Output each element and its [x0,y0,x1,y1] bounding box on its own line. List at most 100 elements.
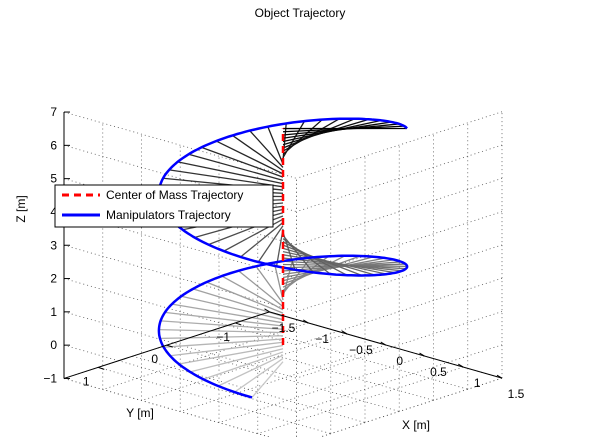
z-tick-label: −1 [43,371,57,385]
connector-line [181,295,284,321]
z-axis-label: Z [m] [14,195,28,222]
z-tick-label: 2 [50,272,57,286]
legend-label-com: Center of Mass Trajectory [106,188,243,202]
connector-line [251,361,284,398]
grid-line-wall-z [63,111,297,179]
connector-line [169,169,284,188]
x-axis-label: X [m] [402,418,430,432]
x-tick-mark [380,341,387,346]
grid-line-side-z [296,111,503,179]
grid-lines [63,111,503,437]
grid-line-side-z [319,377,503,437]
connector-line [206,281,284,314]
grid-line-side-z [296,277,503,346]
legend: Center of Mass Trajectory Manipulators T… [54,184,274,228]
y-axis-label: Y [m] [126,406,154,420]
grid-line-wall-z [63,278,297,346]
grid-line-floor-y [200,333,434,401]
chart-title: Object Trajectory [255,6,346,20]
connector-line [163,338,284,348]
connector-line [215,140,284,175]
connector-line [267,126,284,165]
connector-line [221,275,284,311]
z-tick-label: 7 [50,105,57,119]
connector-line [177,161,284,185]
connector-line [203,351,284,380]
legend-label-manipulators: Manipulators Trajectory [106,208,231,222]
connector-line [282,234,314,273]
grid-line-floor-y [132,355,366,423]
connector-line [255,265,284,304]
grid-line-floor-x [218,355,425,424]
grid-line-floor-x [257,366,464,435]
grid-line-wall-z [63,344,297,412]
z-tick-label: 4 [50,205,57,219]
x-tick-mark [264,308,270,313]
x-tick-label: 1 [474,376,481,390]
connector-line [201,146,284,178]
y-tick-mark [166,344,173,348]
connector-line [188,153,284,181]
connector-line [164,311,284,327]
connector-line [238,270,284,308]
axis-lines [63,111,503,379]
connector-line [282,247,376,276]
connector-line [158,328,284,334]
connector-line [170,341,284,357]
connector-line [273,262,284,301]
connector-line [234,357,284,393]
connector-line [159,335,284,340]
grid-line-side-z [296,311,503,379]
grid-line-wall-z [63,144,297,213]
manipulators-trajectory [157,117,409,399]
x-tick-label: 1.5 [508,387,525,401]
grid-line-side-z [296,344,503,412]
connector-line [171,303,284,324]
x-tick-mark [457,363,464,368]
back-wall-yz [296,111,502,437]
x-tick-label: −0.5 [349,343,373,357]
grid-line-wall-z [63,311,297,379]
connector-line [217,354,284,387]
z-tick-label: 0 [50,338,57,352]
x-tick-mark [302,319,309,324]
manipulators-trajectory-line [157,117,409,399]
grid-line-wall-z [63,378,271,437]
connector-line [232,134,284,172]
grid-line-side-z [296,244,503,312]
z-tick-label: 6 [50,138,57,152]
connector-line [282,244,363,277]
z-tick-label: 1 [50,305,57,319]
connector-line [192,288,284,317]
grid-line-floor-y [98,366,331,435]
y-tick-label: 1 [83,374,90,388]
y-tick-mark [98,366,105,370]
y-tick-label: 0 [151,352,158,366]
legend-box [54,184,274,228]
x-tick-mark [341,330,348,335]
grid-line-wall-z [63,244,297,312]
connector-line [249,130,284,168]
grid-line-floor-y [235,322,468,390]
x-tick-label: −1.5 [272,321,296,335]
x-tick-label: 0.5 [430,365,447,379]
connector-line [257,225,284,263]
connector-line [282,231,296,270]
z-tick-label: 5 [50,172,57,186]
x-tick-label: −1 [315,332,329,346]
tick-labels: −1 0 1 2 3 4 5 6 7 −1 0 1 −1.5 −1 −0.5 0 0.5 1 1.5 [43,105,524,401]
z-tick-label: 3 [50,238,57,252]
grid-line-floor-y [166,344,400,412]
connector-line [282,241,348,276]
y-tick-mark [235,322,242,326]
y-tick-label: −1 [216,330,230,344]
grid-line-side-z [296,144,503,213]
connector-line [240,221,284,258]
x-tick-mark [419,352,425,357]
connector-line [178,344,284,365]
connector-line [160,320,284,330]
x-tick-mark [496,374,503,379]
x-tick-label: 0 [396,354,403,368]
connector-line [189,348,284,373]
